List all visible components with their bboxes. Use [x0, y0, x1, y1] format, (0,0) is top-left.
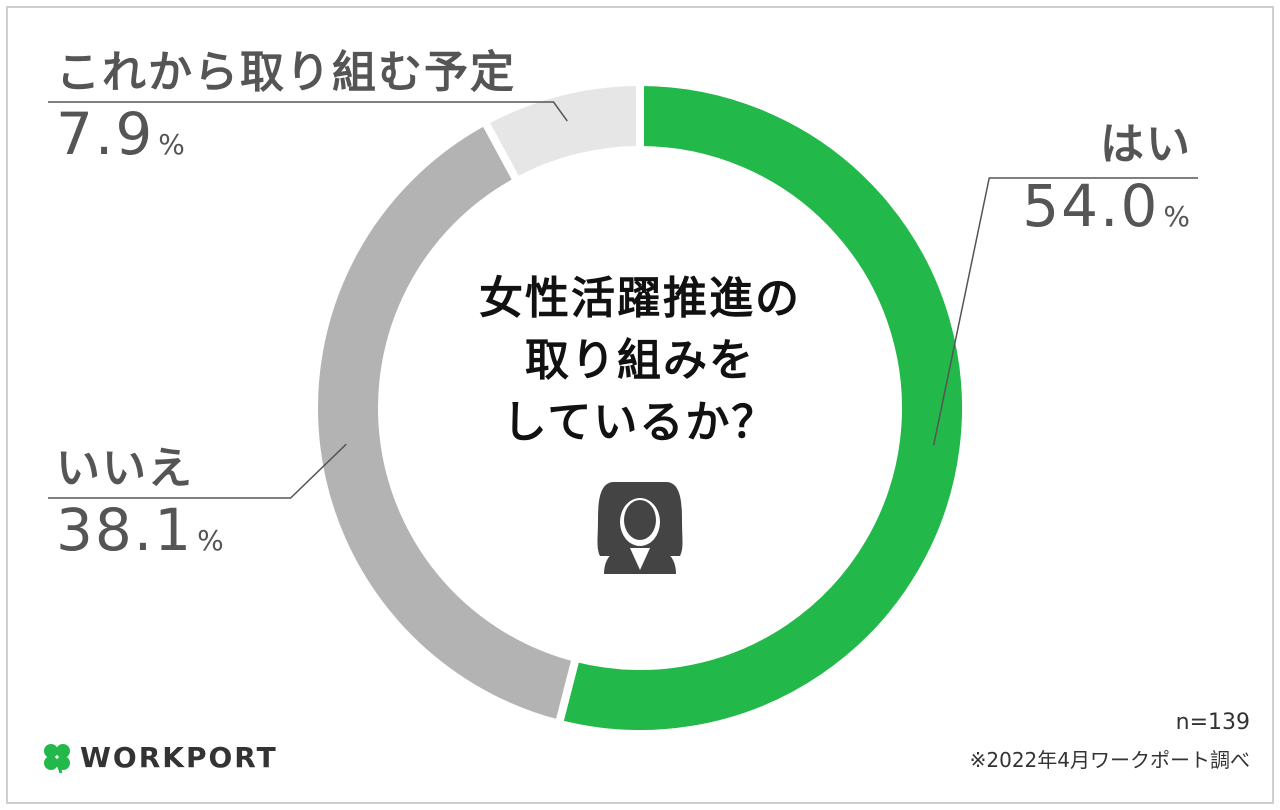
slice-planned — [479, 77, 644, 187]
leader-line-no — [48, 443, 347, 499]
slice-yes — [554, 77, 970, 738]
chart-frame — [6, 6, 1274, 804]
label-yes-name: はい — [1100, 119, 1192, 170]
source-note: ※2022年4月ワークポート調べ — [969, 748, 1250, 772]
chart-title-line-3: しているか？ — [502, 397, 778, 448]
woman-icon — [597, 482, 683, 574]
label-planned: これから取り組む予定 7.9% — [56, 36, 516, 168]
chart-title: 女性活躍推進の 取り組みを しているか？ — [440, 268, 840, 454]
label-yes: はい 54.0% — [1022, 108, 1192, 240]
slice-no — [310, 115, 581, 729]
label-planned-value: 7.9% — [56, 100, 187, 168]
chart-title-line-2: 取り組みを — [525, 335, 755, 386]
label-no-name: いいえ — [56, 443, 194, 494]
clover-icon — [44, 744, 70, 774]
leader-line-yes — [932, 177, 1198, 446]
label-yes-value: 54.0% — [1022, 172, 1192, 240]
leader-line-planned — [48, 101, 568, 122]
label-no: いいえ 38.1% — [56, 432, 226, 564]
sample-size: n=139 — [1175, 710, 1250, 735]
label-planned-name: これから取り組む予定 — [56, 47, 516, 98]
workport-logo: WORKPORT — [40, 740, 278, 774]
chart-title-line-1: 女性活躍推進の — [479, 273, 801, 324]
label-no-value: 38.1% — [56, 496, 226, 564]
logo-text: WORKPORT — [80, 740, 278, 774]
